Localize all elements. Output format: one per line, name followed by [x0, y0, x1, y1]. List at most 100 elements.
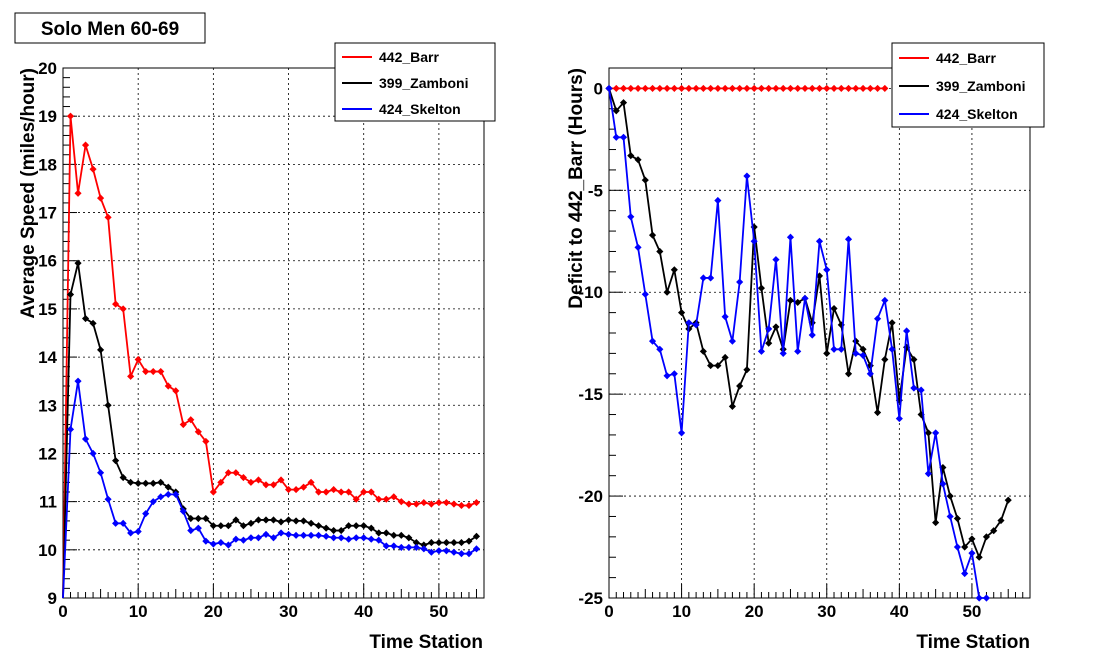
right-data-point — [823, 349, 831, 357]
left-data-point — [300, 483, 308, 491]
right-y-tick-label: -15 — [578, 385, 603, 404]
right-data-point — [765, 84, 773, 92]
left-data-point — [142, 479, 150, 487]
right-data-point — [982, 594, 991, 602]
left-data-point — [330, 486, 338, 494]
left-data-point — [360, 534, 368, 542]
right-data-point — [728, 84, 736, 92]
left-data-point — [360, 522, 368, 530]
left-data-point — [420, 545, 428, 553]
left-data-point — [292, 486, 300, 494]
right-legend: 442_Barr 399_Zamboni 424_Skelton — [891, 42, 1045, 128]
left-data-point — [330, 534, 338, 542]
right-legend-label: 399_Zamboni — [936, 78, 1025, 94]
right-data-point — [707, 84, 715, 92]
left-data-point — [450, 500, 458, 508]
left-data-point — [405, 543, 413, 551]
left-data-point — [97, 469, 105, 477]
left-data-point — [254, 516, 263, 524]
left-data-point — [134, 479, 142, 487]
left-data-point — [322, 488, 330, 496]
left-data-point — [382, 542, 390, 550]
right-data-point — [953, 514, 961, 523]
right-data-point — [772, 84, 780, 92]
left-data-point — [202, 537, 210, 545]
left-data-point — [239, 473, 247, 482]
left-data-point — [157, 478, 165, 486]
left-data-point — [397, 531, 405, 539]
left-y-tick-label: 15 — [38, 300, 57, 319]
right-data-point — [721, 353, 729, 362]
left-data-point — [284, 530, 293, 538]
left-data-point — [187, 514, 195, 523]
left-data-point — [187, 416, 195, 424]
right-data-point — [881, 84, 889, 92]
left-x-axis-label: Time Station — [369, 632, 483, 653]
right-data-point — [721, 84, 729, 92]
right-data-point — [648, 231, 657, 239]
left-data-point — [209, 488, 217, 496]
left-legend: 442_Barr 399_Zamboni 424_Skelton — [334, 42, 496, 122]
left-data-point — [172, 387, 180, 395]
left-data-point — [307, 531, 315, 539]
left-y-tick-label: 9 — [48, 589, 57, 608]
right-data-point — [961, 569, 969, 578]
left-data-point — [450, 548, 458, 556]
left-data-point — [307, 519, 315, 527]
right-data-point — [612, 84, 620, 92]
left-data-point — [127, 372, 135, 380]
left-data-point — [322, 532, 330, 540]
right-data-point — [612, 133, 620, 141]
left-data-point — [119, 519, 127, 527]
right-data-point — [830, 345, 838, 353]
left-data-point — [472, 532, 481, 540]
left-data-point — [367, 524, 375, 532]
right-data-point — [699, 274, 707, 282]
right-data-point — [765, 339, 773, 347]
right-data-point — [815, 84, 824, 92]
left-series-442_Barr — [62, 112, 481, 599]
left-data-point — [179, 507, 187, 515]
right-data-point — [837, 84, 845, 92]
right-x-tick-label: 0 — [604, 602, 613, 621]
left-data-point — [300, 531, 308, 539]
left-data-point — [315, 488, 323, 496]
right-data-point — [997, 516, 1005, 525]
left-data-point — [164, 382, 172, 390]
left-data-point — [262, 481, 270, 489]
right-data-point — [801, 84, 809, 92]
left-legend-label: 399_Zamboni — [379, 75, 468, 91]
left-data-point — [89, 165, 97, 173]
right-data-point — [692, 84, 700, 92]
left-data-point — [134, 527, 142, 536]
left-y-tick-label: 16 — [38, 252, 57, 271]
right-y-tick-label: -25 — [578, 589, 603, 608]
right-data-point — [975, 594, 983, 602]
left-data-point — [112, 457, 120, 465]
right-data-point — [859, 84, 867, 92]
right-data-point — [743, 84, 751, 92]
left-data-point — [427, 548, 435, 556]
left-x-tick-label: 10 — [129, 602, 148, 621]
left-data-point — [247, 478, 255, 486]
left-data-point — [142, 510, 150, 518]
right-data-point — [837, 345, 845, 353]
left-y-tick-label: 11 — [39, 493, 57, 512]
right-x-tick-label: 40 — [890, 602, 909, 621]
right-data-point — [874, 315, 882, 323]
left-data-point — [420, 499, 428, 507]
right-data-point — [678, 429, 686, 437]
left-data-point — [375, 529, 383, 537]
right-data-point — [910, 355, 918, 364]
left-data-point — [337, 526, 345, 535]
left-data-point — [239, 522, 247, 530]
right-series — [605, 84, 1012, 602]
right-data-point — [750, 84, 758, 92]
right-data-point — [678, 84, 686, 92]
left-data-point — [390, 493, 398, 501]
right-data-point — [714, 362, 722, 370]
right-data-point — [648, 337, 657, 345]
right-data-point — [736, 84, 744, 92]
right-data-point — [736, 382, 744, 390]
left-data-point — [224, 541, 232, 549]
